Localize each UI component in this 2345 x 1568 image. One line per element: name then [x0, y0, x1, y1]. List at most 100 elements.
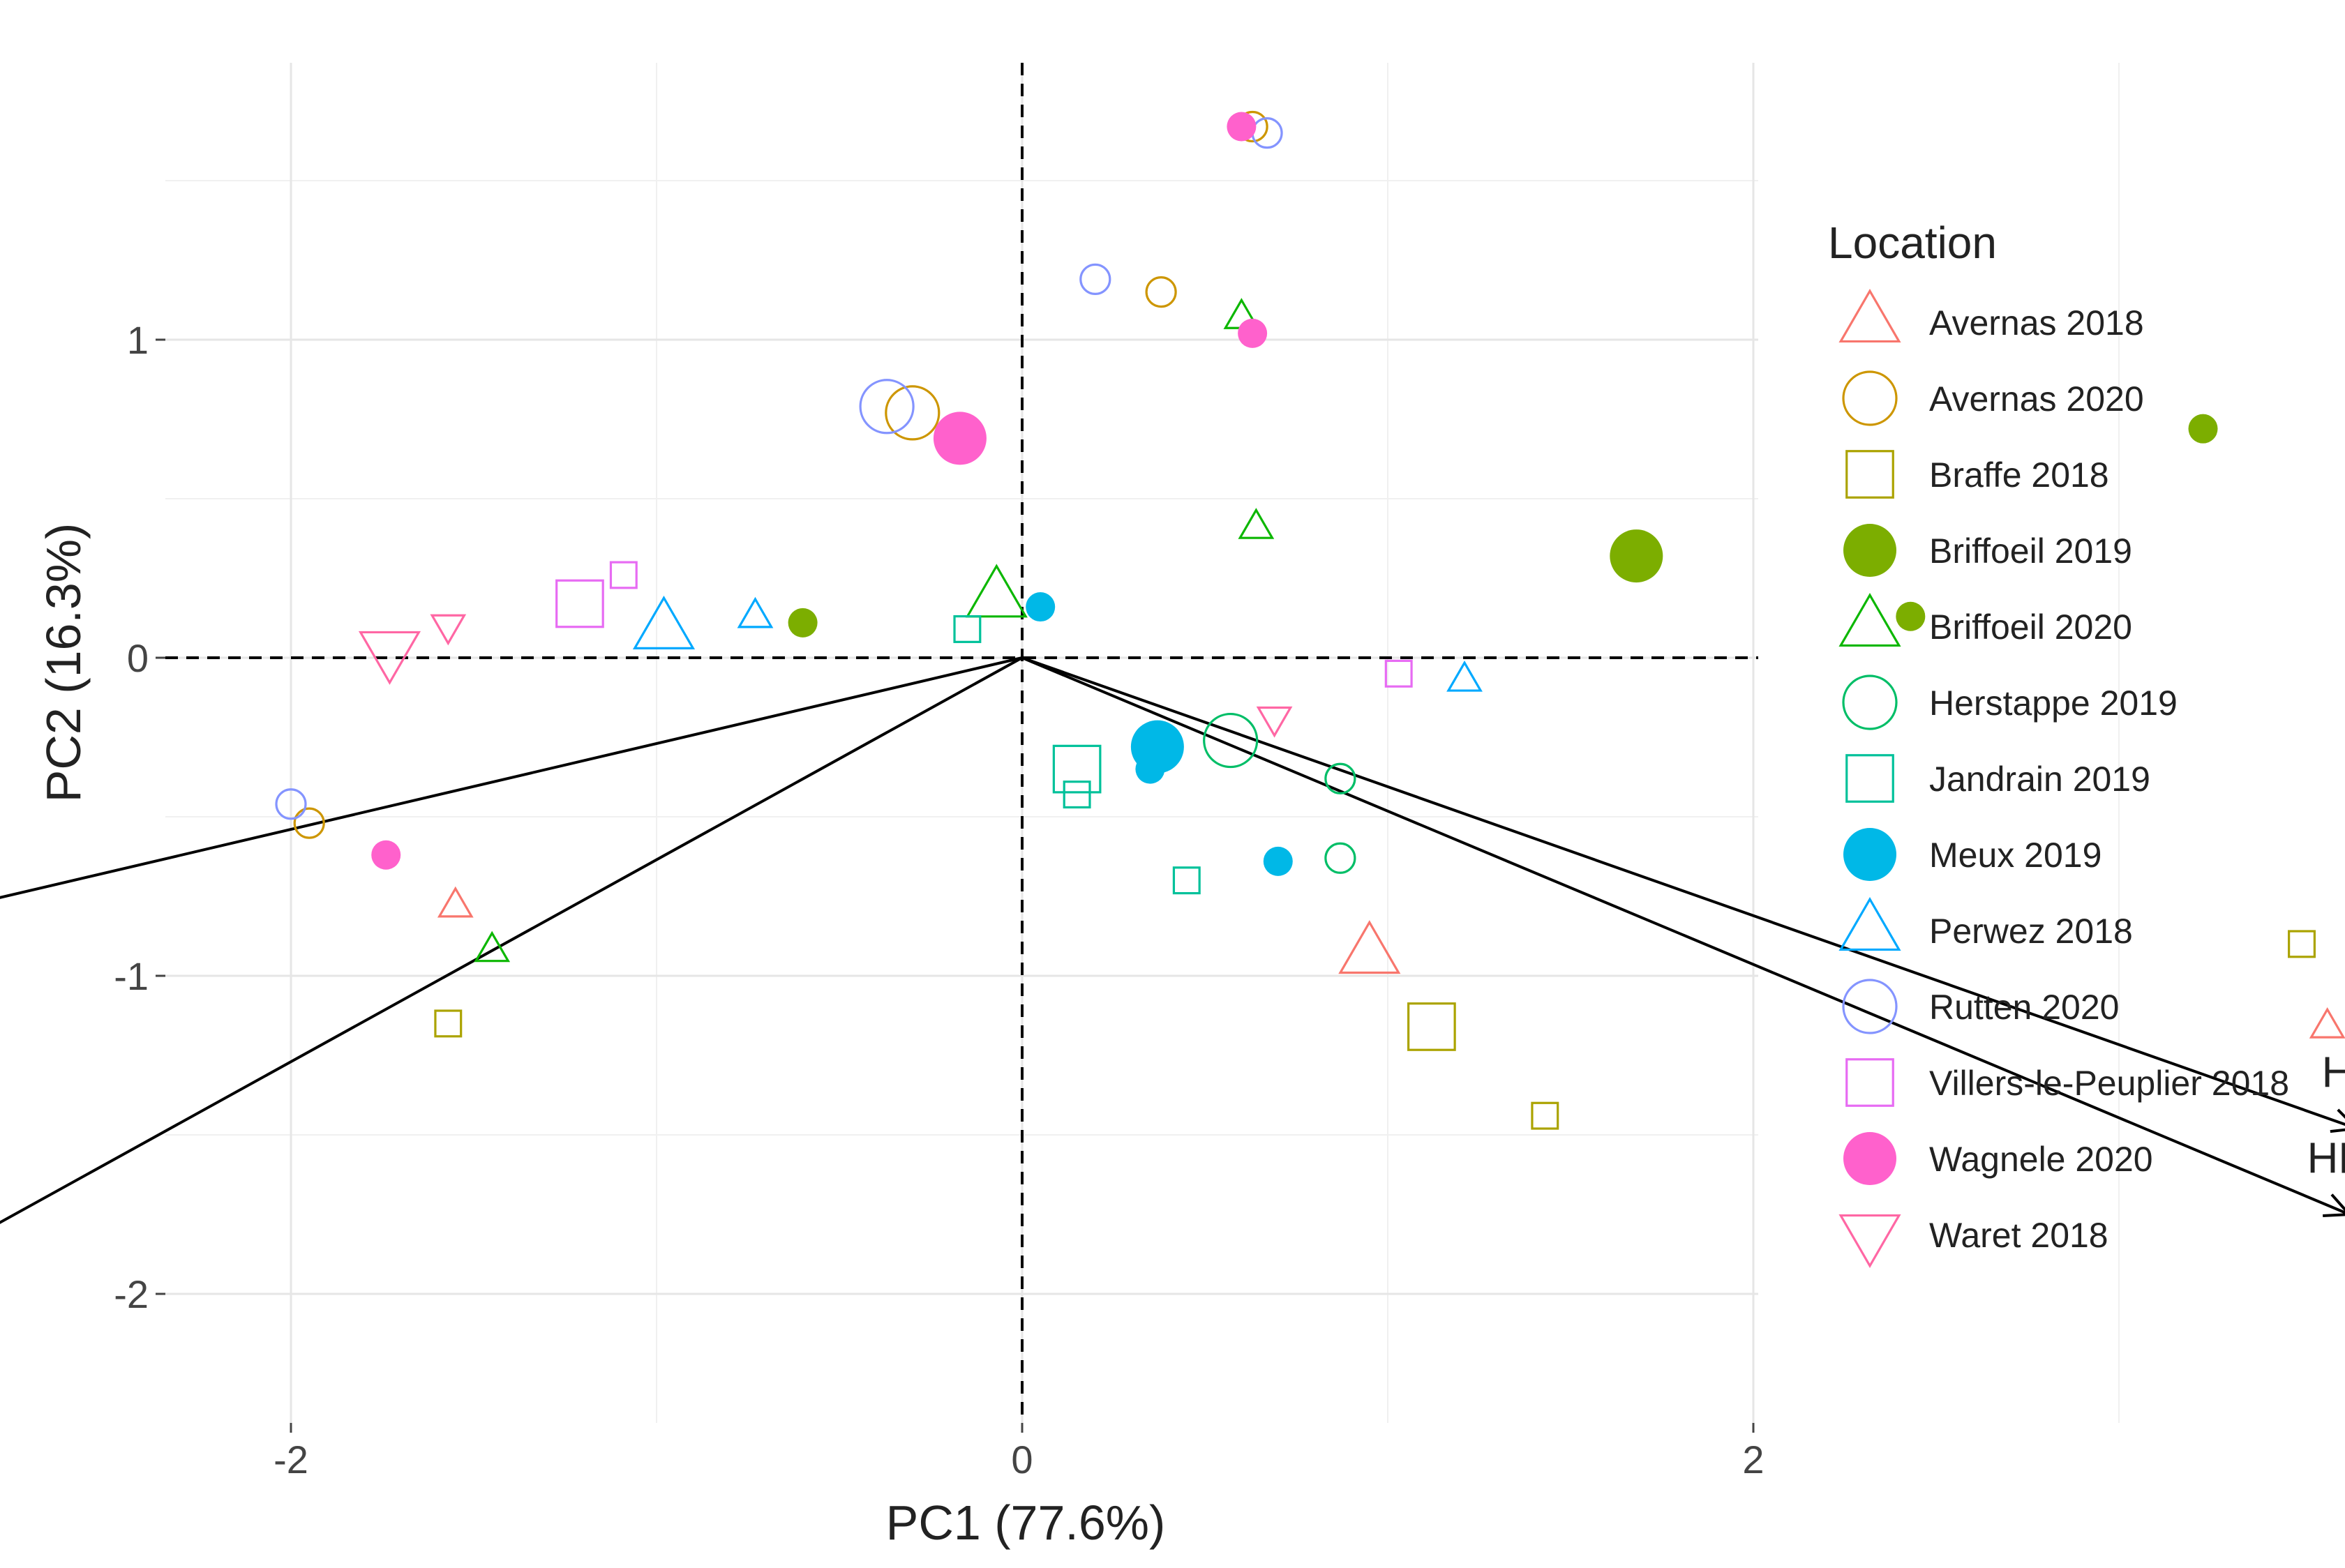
legend-item: Briffoeil 2019: [1843, 524, 2132, 577]
legend-key: [1843, 828, 1896, 881]
y-tick-label: 1: [127, 318, 149, 362]
data-point: [2188, 414, 2218, 444]
data-point: [1052, 744, 1102, 794]
data-point: [275, 788, 307, 820]
legend-label: Briffoeil 2020: [1929, 608, 2132, 647]
legend-key: [1843, 524, 1896, 577]
legend-label: Villers-le-Peuplier 2018: [1929, 1064, 2289, 1103]
series-briffoeil-2019: [788, 414, 2218, 638]
data-point: [434, 1009, 463, 1038]
data-point: [1263, 846, 1293, 876]
legend-item: Rutten 2020: [1842, 979, 2119, 1034]
series-perwez-2018: [632, 596, 1483, 692]
legend-item: Perwez 2018: [1838, 897, 2133, 951]
series-herstappe-2019: [1203, 712, 1356, 874]
series-villers-le-peuplier-2018: [555, 561, 1413, 688]
legend-item: Briffoeil 2020: [1838, 593, 2132, 647]
legend-label: Briffoeil 2019: [1929, 532, 2132, 571]
data-point: [609, 561, 638, 589]
data-point: [1026, 592, 1056, 622]
data-point: [1203, 712, 1259, 769]
legend-label: Perwez 2018: [1929, 912, 2133, 951]
vector-HN-line: [1021, 656, 2345, 1126]
data-point: [358, 631, 421, 685]
legend-key: [1838, 289, 1901, 343]
legend-label: Wagnele 2020: [1929, 1140, 2153, 1179]
data-point: [474, 930, 511, 963]
x-axis-ticks: -4-2024: [274, 1423, 1765, 1482]
data-point: [1238, 318, 1268, 348]
legend-label: Avernas 2020: [1929, 379, 2144, 419]
legend-item: Villers-le-Peuplier 2018: [1845, 1058, 2289, 1107]
legend-item: Meux 2019: [1843, 828, 2101, 881]
legend-item: Avernas 2018: [1838, 289, 2144, 343]
data-point: [1384, 659, 1413, 688]
legend-label: Braffe 2018: [1929, 455, 2109, 495]
legend-key: [1838, 897, 1901, 951]
vector-TmD-line: [0, 656, 1023, 899]
x-tick-label: 0: [1011, 1438, 1033, 1482]
vector-TmN-line: [0, 656, 1023, 1224]
legend-key: [1845, 754, 1894, 803]
data-point: [293, 807, 325, 839]
data-point: [933, 412, 987, 465]
data-point: [1172, 866, 1201, 895]
zero-reference-lines: [165, 63, 1758, 1423]
data-point: [788, 608, 818, 638]
data-point: [1238, 508, 1275, 539]
legend-title: Location: [1828, 218, 1997, 268]
data-point: [1531, 1101, 1559, 1130]
legend-key: [1838, 1214, 1901, 1268]
legend-label: Jandrain 2019: [1929, 760, 2150, 799]
data-point: [1324, 762, 1356, 794]
y-axis-title: PC2 (16.3%): [36, 523, 91, 803]
legend-key: [1842, 370, 1898, 426]
data-point: [371, 840, 401, 870]
y-axis-ticks: -2 -1 0 1: [114, 318, 165, 1316]
legend-item: Braffe 2018: [1845, 450, 2109, 499]
data-point: [1338, 920, 1401, 974]
y-tick-label: -1: [114, 954, 149, 998]
series-avernas-2020: [293, 110, 1268, 839]
series-avernas-2018: [437, 886, 2345, 1039]
minor-gridlines: [165, 63, 2120, 1423]
series-jandrain-2019: [953, 615, 1201, 895]
data-point: [885, 385, 941, 441]
x-tick-label: -2: [274, 1438, 308, 1482]
data-point: [437, 886, 474, 918]
series-wagnele-2020: [371, 112, 1268, 870]
data-point: [1063, 781, 1091, 809]
data-point: [1407, 1002, 1456, 1051]
y-tick-label: -2: [114, 1272, 149, 1316]
loading-vectors: TmDTmNHNHD: [0, 656, 2345, 1224]
legend-label: Waret 2018: [1929, 1216, 2108, 1255]
legend-item: Jandrain 2019: [1845, 754, 2150, 803]
data-point: [953, 615, 982, 643]
vector-HN-arrowhead: [2330, 1108, 2345, 1133]
legend: Location Avernas 2018 Avernas 2020 Braffe …: [1828, 218, 2289, 1268]
vector-HD-line: [1021, 656, 2345, 1214]
vector-HD-arrowhead: [2323, 1193, 2345, 1218]
data-point: [555, 579, 604, 628]
vector-HD-label: HD: [2307, 1135, 2345, 1183]
series-braffe-2018: [434, 930, 2316, 1130]
legend-label: Rutten 2020: [1929, 988, 2119, 1027]
legend-key: [1845, 1058, 1894, 1107]
data-point: [1079, 263, 1111, 295]
data-point: [859, 379, 915, 435]
legend-label: Meux 2019: [1929, 836, 2101, 875]
data-point: [737, 596, 774, 628]
series-waret-2018: [358, 614, 1293, 738]
data-point: [430, 614, 467, 646]
data-point: [1227, 112, 1257, 142]
data-point: [1610, 529, 1663, 583]
legend-key: [1842, 674, 1898, 730]
data-point: [2288, 930, 2316, 958]
data-point: [1446, 660, 1483, 692]
score-points: [275, 110, 2345, 1130]
legend-key: [1842, 979, 1898, 1034]
data-point: [1145, 276, 1177, 308]
data-point: [1256, 706, 1293, 738]
